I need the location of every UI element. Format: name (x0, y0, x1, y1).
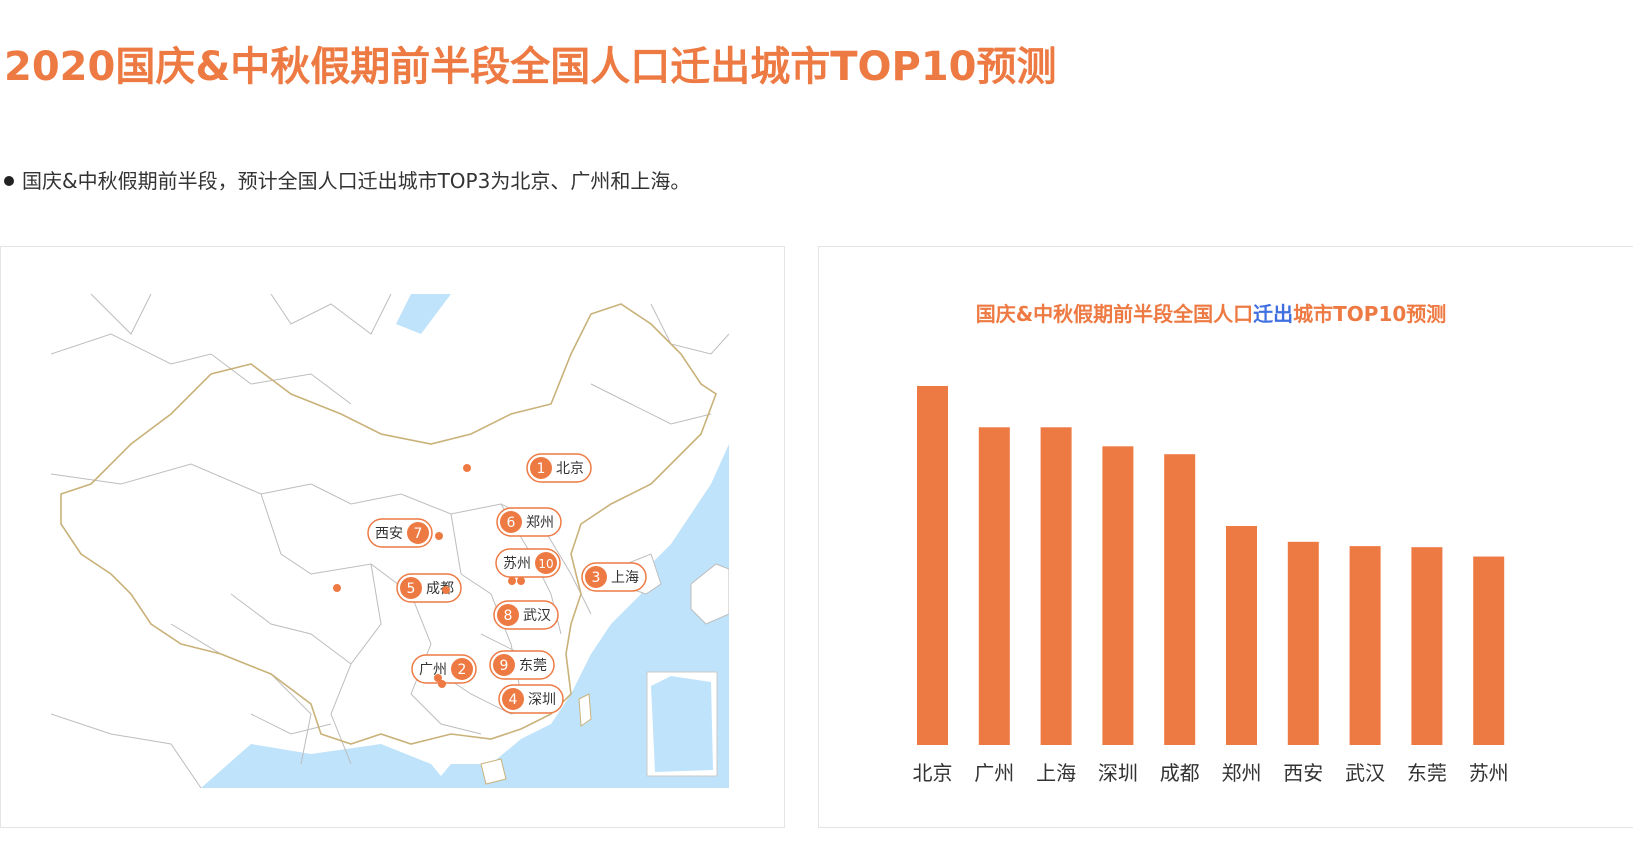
rank-badge (400, 577, 422, 599)
bar-北京 (917, 386, 948, 745)
city-name: 上海 (611, 570, 639, 586)
bar-chart: 国庆&中秋假期前半段全国人口迁出城市TOP10预测 北京 广州 上海 深圳 成都 郑州 西安… (913, 302, 1509, 785)
page-title: 2020国庆&中秋假期前半段全国人口迁出城市TOP10预测 (4, 44, 1057, 90)
city-dot (435, 532, 443, 540)
x-tick-label: 郑州 (1222, 761, 1262, 785)
x-tick-label: 上海 (1036, 761, 1076, 785)
bar-西安 (1287, 541, 1319, 745)
bullet-icon (4, 175, 14, 186)
x-tick-label: 广州 (974, 761, 1014, 785)
city-name: 广州 (419, 662, 447, 678)
rank-number: 3 (592, 570, 601, 586)
city-dot (508, 577, 516, 585)
sea-area-south (201, 744, 451, 788)
x-tick-label: 成都 (1160, 761, 1200, 785)
island-taiwan (578, 693, 592, 727)
rank-badge (451, 658, 473, 680)
bar-武汉 (1349, 546, 1381, 745)
city-dot (463, 464, 471, 472)
island-japan (690, 563, 729, 625)
rank-number: 7 (414, 526, 423, 542)
bar-苏州 (1473, 556, 1505, 745)
rank-badge (530, 457, 552, 479)
city-dot (434, 674, 442, 682)
city-name: 深圳 (528, 692, 556, 708)
city-name: 武汉 (523, 608, 551, 624)
city-name: 西安 (375, 526, 403, 542)
city-name: 北京 (556, 461, 584, 477)
national-border (60, 303, 717, 745)
x-axis-labels: 北京 广州 上海 深圳 成都 郑州 西安 武汉 东莞 苏州 (913, 761, 1509, 785)
x-tick-label: 西安 (1283, 761, 1323, 785)
rank-badge (407, 522, 429, 544)
city-name: 东莞 (519, 658, 547, 674)
city-marker-东莞: 9 东莞 (434, 650, 555, 682)
china-map (51, 294, 729, 788)
city-name: 郑州 (526, 515, 554, 531)
rank-number: 4 (509, 692, 518, 708)
lake (396, 294, 451, 334)
rank-number: 5 (407, 581, 416, 597)
summary-text: 国庆&中秋假期前半段，预计全国人口迁出城市TOP3为北京、广州和上海。 (22, 169, 691, 193)
bar-深圳 (1102, 446, 1134, 745)
rank-number: 6 (507, 515, 516, 531)
city-marker-苏州: 10 苏州 (495, 548, 561, 585)
map-city-labels: 1 北京 2 广州 3 上海 4 深圳 5 成都 6 郑州 7 西安 8 武汉 9 东莞 10 苏州 (333, 453, 647, 714)
x-tick-label: 北京 (913, 761, 953, 785)
rank-number: 2 (458, 662, 467, 678)
city-marker-郑州: 6 郑州 (435, 507, 562, 540)
rank-badge (500, 511, 522, 533)
x-tick-label: 东莞 (1407, 761, 1447, 785)
city-marker-成都: 5 成都 (333, 573, 462, 603)
x-tick-label: 深圳 (1098, 761, 1138, 785)
rank-badge (493, 654, 515, 676)
x-tick-label: 武汉 (1345, 761, 1385, 785)
chart-title: 国庆&中秋假期前半段全国人口迁出城市TOP10预测 (976, 302, 1447, 326)
city-dot (333, 584, 341, 592)
rank-badge (502, 688, 524, 710)
summary-line: 国庆&中秋假期前半段，预计全国人口迁出城市TOP3为北京、广州和上海。 (4, 165, 690, 194)
rank-badge (535, 552, 557, 574)
bar-上海 (1040, 427, 1072, 745)
city-dot (517, 577, 525, 585)
chart-title-part-1: 国庆&中秋假期前半段全国人口 (976, 302, 1253, 326)
map-panel: 1 北京 2 广州 3 上海 4 深圳 5 成都 6 郑州 7 西安 8 武汉 9 东莞 10 苏州 (0, 246, 785, 828)
city-marker-上海: 3 上海 (517, 562, 647, 592)
rank-badge (497, 604, 519, 626)
bar-郑州 (1226, 526, 1257, 745)
city-marker-广州: 2 广州 (411, 654, 477, 684)
chart-panel: 国庆&中秋假期前半段全国人口迁出城市TOP10预测 北京 广州 上海 深圳 成都 郑州 西安… (818, 246, 1633, 828)
rank-badge (585, 566, 607, 588)
city-dot (442, 586, 450, 594)
city-marker-西安: 7 西安 (367, 518, 433, 548)
rank-number: 9 (500, 658, 509, 674)
bar-广州 (978, 427, 1010, 745)
city-marker-北京: 1 北京 (463, 453, 592, 483)
chart-title-part-3: 城市TOP10预测 (1293, 302, 1446, 326)
rank-number: 1 (537, 461, 546, 477)
rank-number: 8 (504, 608, 513, 624)
bar-成都 (1164, 454, 1196, 745)
city-name: 苏州 (503, 556, 531, 572)
chart-title-highlight: 迁出 (1253, 302, 1293, 326)
city-marker-深圳: 4 深圳 (438, 680, 564, 714)
bar-series (917, 386, 1505, 745)
map-inset-sea (651, 676, 713, 772)
city-marker-武汉: 8 武汉 (442, 586, 559, 630)
city-dot (438, 680, 446, 688)
bar-东莞 (1411, 547, 1443, 745)
x-tick-label: 苏州 (1469, 761, 1509, 785)
rank-number: 10 (538, 557, 553, 571)
island-hainan (480, 758, 507, 785)
